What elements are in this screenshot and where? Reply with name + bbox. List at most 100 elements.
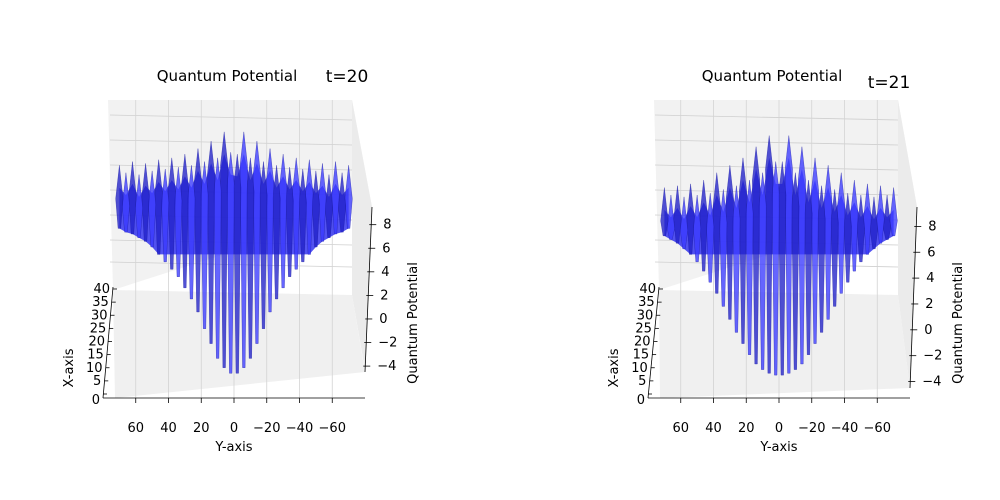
surface-spike — [259, 161, 268, 329]
x-tick-label: 35 — [638, 295, 655, 310]
y-axis: 60 40 20 0 −20 −40 −60 — [648, 397, 910, 436]
surface-spike — [680, 196, 688, 250]
surface-spike — [732, 185, 741, 333]
x-axis-label: X-axis — [607, 348, 622, 387]
surface-spike — [161, 168, 170, 263]
z-tick-label: 0 — [924, 323, 932, 338]
surface-spike — [667, 194, 675, 240]
z-tick-label: 4 — [926, 271, 934, 286]
surface-spike — [778, 161, 787, 376]
surface-spike — [181, 154, 189, 289]
surface-spike — [292, 157, 301, 270]
potential-surface — [115, 131, 353, 374]
surface-spike — [279, 154, 287, 289]
surface-spike — [220, 131, 229, 368]
surface-spike — [706, 193, 715, 283]
surface-spike — [318, 163, 327, 242]
grid-line — [109, 114, 353, 121]
surface-spike — [226, 152, 235, 374]
z-tick-label: 2 — [380, 288, 388, 303]
surface-spike — [187, 165, 196, 300]
z-axis: −4 −2 0 2 4 6 8 — [908, 206, 942, 390]
x-tick-label: 10 — [631, 361, 648, 376]
surface-spike — [804, 180, 813, 355]
y-tick-label: 60 — [127, 421, 144, 436]
x-tick-label: 0 — [92, 393, 100, 408]
surface-spike — [325, 174, 333, 238]
surface-spike — [824, 165, 833, 320]
y-axis-label: Y-axis — [759, 440, 797, 455]
floor-pane — [659, 290, 910, 398]
time-annotation: t=21 — [868, 73, 911, 93]
x-tick-label: 40 — [93, 282, 110, 297]
y-tick-label: −40 — [286, 421, 313, 436]
surface-spike — [686, 183, 695, 255]
surface-spike — [719, 189, 728, 307]
surface-spike — [870, 196, 878, 250]
x-tick-label: 20 — [634, 335, 651, 350]
y-tick-label: −20 — [253, 421, 280, 436]
surface-spike — [154, 159, 163, 255]
y-tick-label: −60 — [864, 421, 891, 436]
surface-spike — [758, 172, 767, 370]
surface-spike — [135, 174, 143, 238]
y-axis-label: Y-axis — [214, 440, 252, 455]
surface-spike — [791, 172, 800, 370]
surface-spike — [122, 172, 130, 233]
y-tick-label: −20 — [798, 421, 825, 436]
y-tick-label: 40 — [705, 421, 722, 436]
surface-spike — [272, 165, 281, 300]
x-tick-label: 30 — [637, 308, 654, 323]
surface-spike — [771, 161, 780, 376]
z-tick-label: 2 — [925, 297, 933, 312]
z-tick-label: 8 — [928, 219, 936, 234]
surface-spike — [830, 189, 839, 307]
y-tick-label: 0 — [775, 421, 783, 436]
y-tick-label: 20 — [738, 421, 755, 436]
surface-spike — [338, 172, 346, 233]
surface-spike — [817, 185, 826, 333]
surface-spike — [233, 154, 242, 374]
surface-spike — [889, 187, 898, 237]
surface-spike — [765, 135, 774, 374]
surface-spike — [752, 146, 760, 365]
surface-spike — [253, 141, 261, 344]
grid-line — [654, 139, 899, 146]
z-tick-label: 4 — [381, 265, 389, 280]
surface-spike — [305, 159, 314, 255]
surface-spike — [745, 180, 754, 355]
surface-spike — [863, 183, 872, 255]
z-tick-label: 8 — [383, 218, 391, 233]
surface-spike — [837, 172, 846, 294]
x-tick-label: 30 — [91, 308, 108, 323]
x-tick-label: 15 — [87, 348, 104, 363]
x-tick-label: 40 — [639, 282, 656, 297]
surface-spike — [739, 157, 747, 344]
z-axis: −4 −2 0 2 4 6 8 — [363, 206, 397, 374]
z-tick-label: −4 — [377, 359, 396, 374]
surface-spike — [141, 163, 150, 242]
x-tick-label: 20 — [88, 335, 105, 350]
z-tick-label: −2 — [923, 349, 942, 364]
surface-spike — [673, 185, 682, 244]
surface-spike — [128, 161, 137, 235]
x-tick-label: 0 — [637, 393, 645, 408]
x-tick-label: 5 — [638, 374, 646, 389]
x-tick-label: 25 — [90, 321, 107, 336]
z-tick-label: 0 — [379, 312, 387, 327]
surface-spike — [298, 168, 307, 263]
x-tick-label: 10 — [86, 361, 103, 376]
z-axis-label: Quantum Potential — [951, 262, 966, 384]
surface-spike — [167, 157, 176, 270]
y-tick-label: −60 — [319, 421, 346, 436]
y-tick-label: 40 — [160, 421, 177, 436]
surface-spike — [811, 157, 819, 344]
surface-spike — [843, 193, 852, 283]
z-axis-label: Quantum Potential — [406, 262, 421, 384]
surface-spike — [850, 180, 859, 272]
surface-spike — [693, 194, 702, 263]
z-tick-label: 6 — [927, 245, 935, 260]
